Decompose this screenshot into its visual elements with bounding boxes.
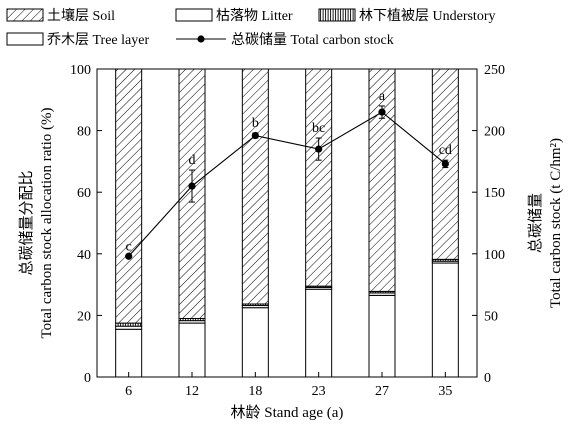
y2-axis-title-line1: 总碳储量	[527, 193, 544, 253]
point-27	[378, 108, 386, 116]
y-tick-label-20: 20	[77, 309, 91, 324]
y2-axis-title-line2: Total carbon stock (t C/hm²)	[548, 138, 564, 308]
point-23	[315, 145, 323, 153]
point-12	[188, 182, 196, 190]
x-tick-label-18: 18	[248, 384, 262, 399]
x-tick-label-35: 35	[438, 384, 452, 399]
legend-soil-label: 土壤层 Soil	[47, 7, 115, 24]
plot-frame	[96, 68, 478, 378]
y2-tick-label-250: 250	[484, 63, 505, 78]
y2-tick-label-150: 150	[484, 186, 505, 201]
bar-4-18	[241, 68, 269, 305]
axes: 0 20 40 60 80 100 0 50 100 150 200 250 6 12 18 23 27 35	[70, 63, 505, 399]
y-tick-label-0: 0	[84, 371, 91, 386]
bar-1-18	[241, 307, 269, 378]
point-35	[441, 160, 449, 168]
bar-1-12	[178, 322, 206, 378]
legend-soil-swatch	[6, 8, 44, 22]
legend-tree-label: 乔木层 Tree layer	[47, 32, 149, 48]
y2-tick-label-0: 0	[484, 371, 491, 386]
point-6	[125, 252, 133, 260]
x-tick-label-12: 12	[185, 384, 199, 399]
y-tick-label-40: 40	[77, 248, 91, 263]
y2-tick-label-50: 50	[484, 309, 498, 324]
x-tick-label-6: 6	[125, 384, 132, 399]
legend: 土壤层 Soil 枯落物 Litter 林下植被层 Understory 乔木层 Tr…	[6, 7, 496, 48]
x-tick-label-23: 23	[312, 384, 326, 399]
point-18	[251, 131, 259, 140]
y-axis-title-line2: Total carbon stock allocation ratio (%)	[39, 108, 55, 339]
bar-1-6	[115, 328, 143, 378]
bar-4-6	[115, 68, 143, 324]
bar-4-23	[305, 68, 333, 287]
bar-1-27	[368, 294, 396, 378]
legend-tree-swatch	[6, 32, 44, 46]
letter-label-27: a	[379, 89, 386, 104]
y-tick-label-100: 100	[70, 63, 91, 78]
bar-1-23	[305, 288, 333, 378]
y2-tick-label-100: 100	[484, 248, 505, 263]
y-tick-label-60: 60	[77, 186, 91, 201]
letter-label-18: b	[252, 116, 259, 131]
legend-litter-label: 枯落物 Litter	[216, 8, 293, 24]
axis-titles: 林龄 Stand age (a)总碳储量分配比 Total carbon stoc…	[18, 108, 564, 421]
legend-litter-swatch	[175, 8, 213, 22]
letter-label-12: d	[189, 153, 196, 168]
legend-understory-swatch	[318, 8, 356, 22]
y-axis-title-line1: 总碳储量分配比	[18, 170, 35, 275]
x-tick-label-27: 27	[375, 384, 389, 399]
legend-total-marker	[197, 35, 205, 43]
letter-label-23: bc	[312, 121, 325, 136]
letter-label-6: c	[126, 239, 132, 254]
x-axis-title: 林龄 Stand age (a)	[231, 404, 344, 421]
legend-understory-label: 林下植被层 Understory	[359, 8, 496, 24]
total-carbon-line	[128, 111, 446, 257]
bar-1-35	[431, 262, 459, 378]
legend-total-label: 总碳储量 Total carbon stock	[231, 32, 394, 48]
letter-label-35: cd	[439, 143, 452, 158]
y2-tick-label-200: 200	[484, 125, 505, 140]
y-tick-label-80: 80	[77, 125, 91, 140]
